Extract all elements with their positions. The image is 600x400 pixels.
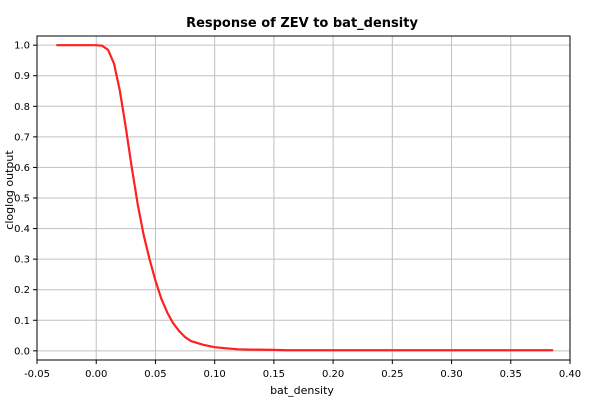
y-tick-label: 0.2 (14, 285, 30, 296)
x-tick-label: 0.05 (144, 369, 166, 380)
y-tick-label: 0.4 (14, 224, 30, 235)
y-tick-label: 0.1 (14, 316, 30, 327)
x-tick-label: 0.15 (263, 369, 285, 380)
y-tick-label: 0.9 (14, 71, 30, 82)
y-tick-label: 0.6 (14, 163, 30, 174)
grid (36, 36, 571, 360)
x-tick-label: 0.10 (204, 369, 226, 380)
y-tick-label: 1.0 (14, 41, 30, 52)
x-tick-label: 0.30 (440, 369, 462, 380)
x-tick-label: -0.05 (24, 369, 50, 380)
y-tick-label: 0.0 (14, 346, 30, 357)
series-group (56, 44, 554, 352)
response-curve-line (56, 44, 554, 352)
y-tick-label: 0.3 (14, 255, 30, 266)
y-tick-label: 0.5 (14, 194, 30, 205)
y-axis-label: cloglog output (3, 150, 16, 230)
x-tick-label: 0.40 (559, 369, 581, 380)
axis-ticks: -0.05 0.00 0.05 0.10 0.15 0.20 0.25 0.30 0.35 0.4… (14, 41, 581, 380)
y-tick-label: 0.7 (14, 132, 30, 143)
x-tick-label: 0.00 (85, 369, 107, 380)
x-tick-label: 0.25 (381, 369, 403, 380)
x-axis-label: bat_density (270, 384, 334, 397)
x-tick-label: 0.20 (322, 369, 344, 380)
chart-title: Response of ZEV to bat_density (186, 16, 418, 31)
y-tick-label: 0.8 (14, 102, 30, 113)
x-tick-label: 0.35 (500, 369, 522, 380)
